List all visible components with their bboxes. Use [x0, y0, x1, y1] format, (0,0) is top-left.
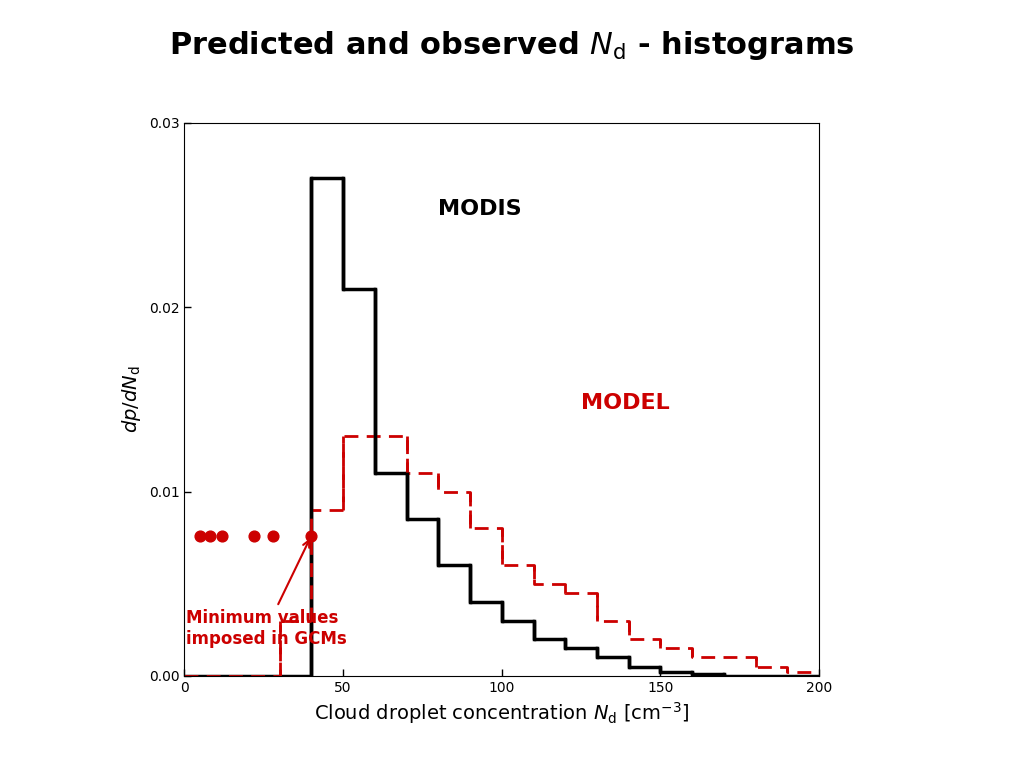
Text: Minimum values
imposed in GCMs: Minimum values imposed in GCMs	[186, 541, 347, 648]
Point	[214, 530, 230, 542]
Text: MODEL: MODEL	[582, 392, 670, 412]
Point	[202, 530, 218, 542]
Point	[303, 530, 319, 542]
Point	[265, 530, 282, 542]
Text: Predicted and observed $N_\mathrm{d}$ - histograms: Predicted and observed $N_\mathrm{d}$ - …	[169, 28, 855, 61]
Y-axis label: $dp/dN_\mathrm{d}$: $dp/dN_\mathrm{d}$	[120, 366, 143, 433]
Point	[246, 530, 262, 542]
Text: MODIS: MODIS	[438, 199, 522, 219]
Point	[193, 530, 209, 542]
X-axis label: Cloud droplet concentration $N_\mathrm{d}$ [cm$^{-3}$]: Cloud droplet concentration $N_\mathrm{d…	[314, 700, 689, 727]
